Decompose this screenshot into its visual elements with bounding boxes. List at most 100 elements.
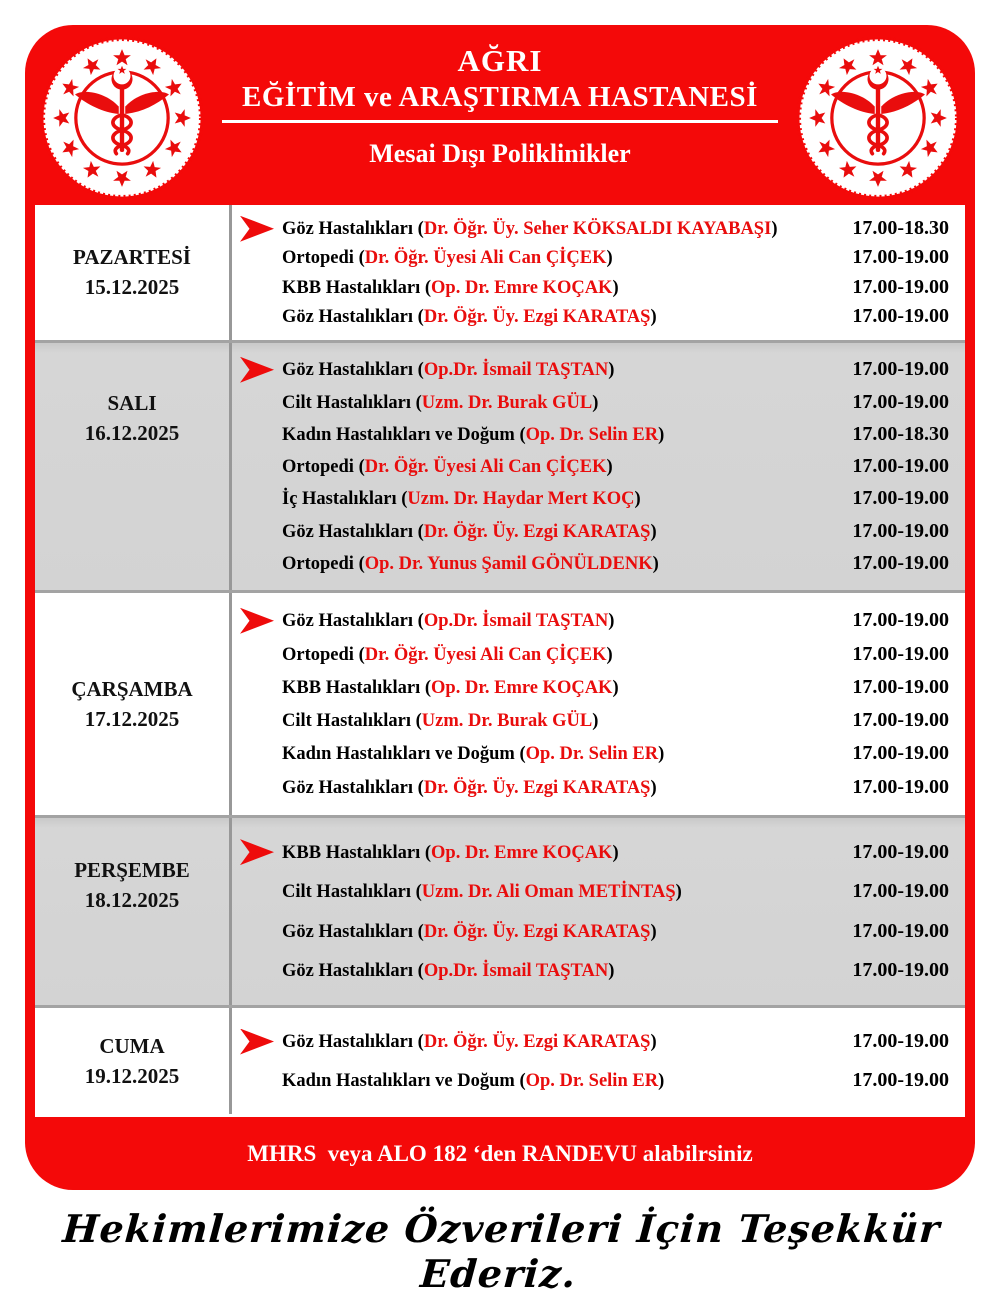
clinic-name: Cilt Hastalıkları ( [282,392,422,413]
schedule-entry: Ortopedi (Dr. Öğr. Üyesi Ali Can ÇİÇEK) 1… [282,455,955,478]
red-arrow-icon [240,839,274,866]
clinic-name: Göz Hastalıkları ( [282,611,424,632]
closing-paren: ) [658,424,665,445]
time-range: 17.00-18.30 [852,217,949,240]
entry-text: Cilt Hastalıkları (Uzm. Dr. Burak GÜL) [282,711,598,732]
entry-text: Göz Hastalıkları (Dr. Öğr. Üy. Seher KÖK… [282,219,777,240]
entry-text: Cilt Hastalıkları (Uzm. Dr. Ali Oman MET… [282,882,682,903]
day-name: ÇARŞAMBA [71,676,193,701]
doctor-name: Op. Dr. Selin ER [525,424,659,445]
day-name: PERŞEMBE [74,858,190,882]
time-range: 17.00-19.00 [852,609,949,632]
day-name: SALI [107,391,157,415]
entry-text: Ortopedi (Dr. Öğr. Üyesi Ali Can ÇİÇEK) [282,457,613,478]
red-arrow-icon [240,356,274,383]
day-date: 18.12.2025 [84,888,180,912]
clinic-name: Göz Hastalıkları ( [282,921,424,942]
closing-paren: ) [658,744,665,765]
doctor-name: Dr. Öğr. Üy. Ezgi KARATAŞ [423,521,651,542]
entry-text: Göz Hastalıkları (Dr. Öğr. Üy. Ezgi KARA… [282,1032,657,1053]
appointment-bar: MHRS veya ALO 182 ‘den RANDEVU alabilrsi… [25,1117,975,1190]
closing-paren: ) [771,219,778,240]
hospital-title: EĞİTİM ve ARAŞTIRMA HASTANESİ [222,79,778,123]
clinic-name: KBB Hastalıkları ( [282,277,432,298]
closing-paren: ) [592,711,599,732]
day-date: 15.12.2025 [84,275,180,299]
closing-paren: ) [650,1032,657,1052]
schedule-entry: Göz Hastalıkları (Dr. Öğr. Üy. Seher KÖK… [240,215,955,242]
clinic-name: Kadın Hastalıkları ve Doğum ( [282,744,526,765]
clinic-name: Ortopedi ( [282,644,365,665]
time-range: 17.00-19.00 [852,1069,949,1091]
schedule-entry: Cilt Hastalıkları (Uzm. Dr. Burak GÜL) 17… [282,709,955,732]
entry-text: KBB Hastalıkları (Op. Dr. Emre KOÇAK) [282,678,619,699]
clinic-name: Göz Hastalıkları ( [282,777,424,798]
clinic-name: Göz Hastalıkları ( [282,360,424,381]
time-range: 17.00-18.30 [852,422,949,445]
day-name: CUMA [99,1033,165,1058]
entry-text: Ortopedi (Op. Dr. Yunus Şamil GÖNÜLDENK) [282,554,659,575]
time-range: 17.00-19.00 [852,880,949,903]
doctor-name: Uzm. Dr. Burak GÜL [421,392,593,413]
schedule-entry: İç Hastalıkları (Uzm. Dr. Haydar Mert KO… [282,487,955,510]
time-range: 17.00-19.00 [852,959,949,982]
clinic-name: Ortopedi ( [282,248,365,269]
entry-text: Cilt Hastalıkları (Uzm. Dr. Burak GÜL) [282,393,598,414]
entry-text: Göz Hastalıkları (Dr. Öğr. Üy. Ezgi KARA… [282,307,657,328]
entries-list: Göz Hastalıkları ( Dr. Öğr. Üy. Seher KÖK… [232,205,965,340]
day-section: SALI 16.12.2025 Göz Hastalıkları (Op.Dr. İ… [35,340,965,590]
time-range: 17.00-19.00 [852,1030,949,1052]
closing-paren: ) [652,553,659,574]
entry-text: Kadın Hastalıkları ve Doğum (Op. Dr. Sel… [282,744,664,765]
schedule-entry: Kadın Hastalıkları ve Doğum (Op. Dr. Sel… [282,423,955,446]
closing-paren: ) [608,961,615,982]
doctor-name: Op. Dr. Selin ER [525,1071,659,1091]
doctor-name: Dr. Öğr. Üy. Ezgi KARATAŞ [423,921,651,942]
clinic-name: Cilt Hastalıkları ( [282,711,422,732]
doctor-name: Dr. Öğr. Üy. Ezgi KARATAŞ [423,1032,651,1052]
clinic-name: Kadın Hastalıkları ve Doğum ( [282,424,526,445]
closing-paren: ) [650,777,657,798]
entry-text: Göz Hastalıkları (Dr. Öğr. Üy. Ezgi KARA… [282,922,657,943]
doctor-name: Dr. Öğr. Üy. Seher KÖKSALDI KAYABAŞI [423,219,772,240]
clinic-name: İç Hastalıkları ( [282,489,408,510]
schedule-table: PAZARTESİ 15.12.2025 Göz Hastalıkları (Dr.… [35,205,965,1117]
time-range: 17.00-19.00 [852,304,949,327]
schedule-entry: Kadın Hastalıkları ve Doğum (Op. Dr. Sel… [282,1069,955,1092]
time-range: 17.00-19.00 [852,642,949,665]
time-range: 17.00-19.00 [852,551,949,574]
doctor-name: Op. Dr. Yunus Şamil GÖNÜLDENK [364,553,653,574]
closing-paren: ) [650,306,657,327]
time-range: 17.00-19.00 [852,455,949,477]
schedule-entry: KBB Hastalıkları (Op. Dr. Emre KOÇAK) 17.… [240,839,955,866]
doctor-name: Dr. Öğr. Üyesi Ali Can ÇİÇEK [364,457,607,477]
clinic-name: Göz Hastalıkları ( [282,521,424,542]
schedule-entry: Kadın Hastalıkları ve Doğum (Op. Dr. Sel… [282,742,955,765]
schedule-entry: Göz Hastalıkları (Dr. Öğr. Üy. Ezgi KARA… [282,520,955,543]
day-date: 19.12.2025 [84,1063,180,1088]
entry-text: Ortopedi (Dr. Öğr. Üyesi Ali Can ÇİÇEK) [282,645,613,666]
doctor-name: Dr. Öğr. Üyesi Ali Can ÇİÇEK [364,644,607,665]
doctor-name: Uzm. Dr. Haydar Mert KOÇ [407,489,635,510]
time-range: 17.00-19.00 [852,709,949,732]
entries-list: Göz Hastalıkları (Dr. Öğr. Üy. Ezgi KARA… [232,1008,965,1114]
closing-paren: ) [650,921,657,942]
time-range: 17.00-19.00 [852,275,949,298]
day-date: 16.12.2025 [84,421,180,445]
clinic-name: Kadın Hastalıkları ve Doğum ( [282,1071,526,1091]
time-range: 17.00-19.00 [852,390,949,413]
clinic-name: KBB Hastalıkları ( [282,677,432,698]
closing-paren: ) [650,521,657,542]
clinic-name: Göz Hastalıkları ( [282,306,424,327]
doctor-name: Op. Dr. Selin ER [525,744,659,765]
doctor-name: Uzm. Dr. Ali Oman METİNTAŞ [421,882,676,903]
time-range: 17.00-19.00 [852,840,949,863]
entry-text: İç Hastalıkları (Uzm. Dr. Haydar Mert KO… [282,489,641,510]
time-range: 17.00-19.00 [852,487,949,510]
red-arrow-icon [240,1028,274,1055]
schedule-entry: Göz Hastalıkları (Op.Dr. İsmail TAŞTAN) 1… [282,959,955,982]
red-arrow-icon [240,215,274,242]
time-range: 17.00-19.00 [852,742,949,765]
red-arrow-icon [240,607,274,634]
